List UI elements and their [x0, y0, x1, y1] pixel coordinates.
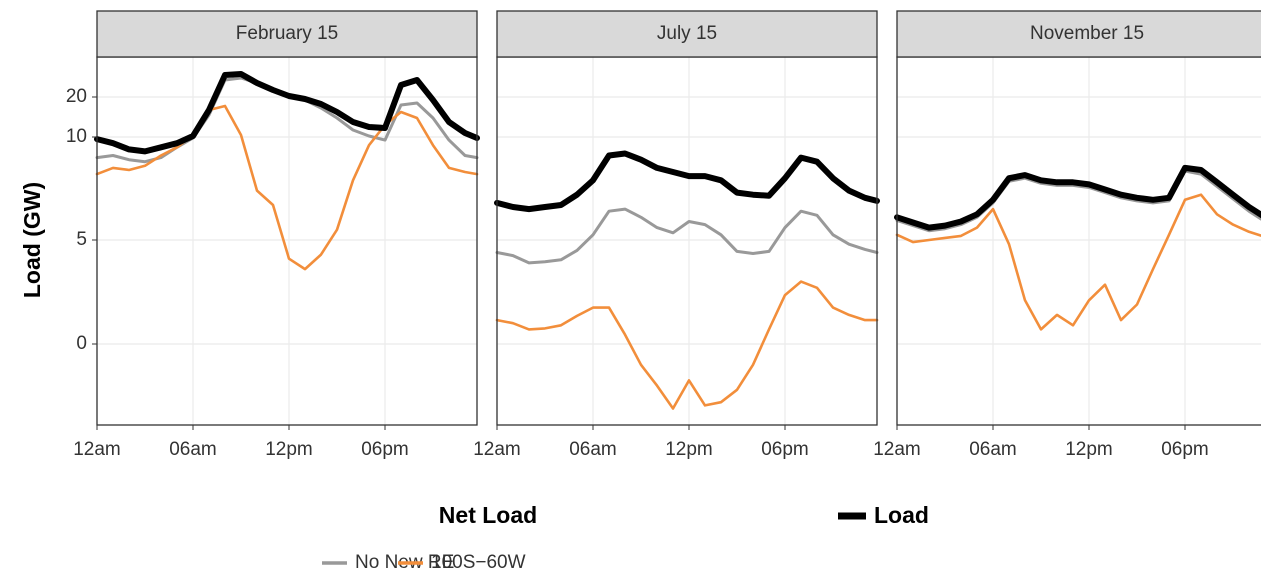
panel: November 15: [894, 10, 1261, 426]
x-tick-label: 06pm: [1161, 439, 1209, 460]
legend-title: Net Load: [439, 502, 537, 528]
line-series: [495, 280, 879, 410]
y-tick-label: 10: [66, 126, 87, 147]
x-tick-label: 06am: [969, 439, 1017, 460]
strip: [496, 10, 878, 58]
strip-title: November 15: [1030, 23, 1144, 44]
x-tick-label: 12pm: [665, 439, 713, 460]
strip-title: July 15: [657, 23, 717, 44]
x-tick-label: 12am: [73, 439, 121, 460]
panel-background: [97, 57, 477, 425]
strip: [96, 10, 478, 58]
x-tick-label: 12am: [873, 439, 921, 460]
x-tick-label: 12am: [473, 439, 521, 460]
panel-background: [897, 57, 1261, 425]
panel: February 15: [94, 10, 480, 426]
strip: [896, 10, 1261, 58]
line-series: [894, 164, 1261, 231]
y-tick-label: 20: [66, 86, 87, 107]
strip-title: February 15: [236, 23, 338, 44]
x-tick-label: 06am: [569, 439, 617, 460]
y-tick-label: 5: [76, 229, 87, 250]
line-series: [495, 207, 879, 265]
x-tick-label: 12pm: [1065, 439, 1113, 460]
x-tick-label: 06pm: [761, 439, 809, 460]
panel-background: [497, 57, 877, 425]
legend-label: Load: [874, 502, 929, 528]
line-series: [895, 193, 1261, 331]
x-tick-label: 06am: [169, 439, 217, 460]
y-tick-label: 0: [76, 333, 87, 354]
line-series: [94, 71, 480, 155]
line-series: [95, 104, 479, 271]
y-axis-label: Load (GW): [19, 182, 45, 298]
x-tick-label: 12pm: [265, 439, 313, 460]
line-series: [494, 150, 880, 213]
legend-label: 100S−60W: [431, 552, 526, 573]
x-tick-label: 06pm: [361, 439, 409, 460]
panel: July 15: [494, 10, 880, 426]
